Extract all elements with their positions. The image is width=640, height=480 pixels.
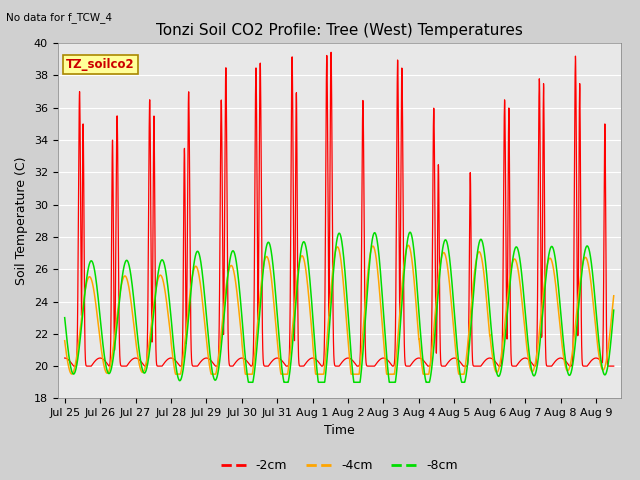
-8cm — [595, 335, 602, 341]
X-axis label: Time: Time — [324, 424, 355, 437]
Line: -2cm: -2cm — [65, 52, 614, 366]
-8cm — [232, 258, 240, 264]
-4cm — [404, 242, 412, 248]
-4cm — [559, 346, 566, 352]
-4cm — [172, 372, 179, 377]
-2cm — [183, 309, 191, 314]
-2cm — [232, 359, 240, 364]
-4cm — [183, 322, 191, 327]
Line: -8cm: -8cm — [65, 232, 614, 382]
-2cm — [424, 363, 431, 369]
-4cm — [416, 347, 424, 353]
Legend: -2cm, -4cm, -8cm: -2cm, -4cm, -8cm — [216, 455, 463, 478]
-8cm — [416, 325, 424, 331]
-8cm — [559, 330, 566, 336]
-4cm — [61, 338, 68, 344]
-8cm — [61, 315, 68, 321]
-2cm — [416, 355, 424, 361]
-4cm — [424, 372, 431, 377]
Line: -4cm: -4cm — [65, 245, 614, 374]
-8cm — [406, 229, 414, 235]
-2cm — [595, 356, 602, 362]
-2cm — [327, 49, 335, 55]
-2cm — [86, 363, 94, 369]
-2cm — [559, 356, 566, 361]
Title: Tonzi Soil CO2 Profile: Tree (West) Temperatures: Tonzi Soil CO2 Profile: Tree (West) Temp… — [156, 23, 523, 38]
-8cm — [244, 379, 252, 385]
-4cm — [595, 349, 602, 355]
Text: No data for f_TCW_4: No data for f_TCW_4 — [6, 12, 113, 23]
-2cm — [610, 363, 618, 369]
-8cm — [183, 336, 191, 342]
-2cm — [61, 355, 68, 361]
-4cm — [232, 285, 240, 290]
-8cm — [610, 307, 618, 313]
-4cm — [610, 293, 618, 299]
Text: TZ_soilco2: TZ_soilco2 — [66, 58, 134, 71]
-8cm — [424, 379, 431, 385]
Y-axis label: Soil Temperature (C): Soil Temperature (C) — [15, 156, 28, 285]
